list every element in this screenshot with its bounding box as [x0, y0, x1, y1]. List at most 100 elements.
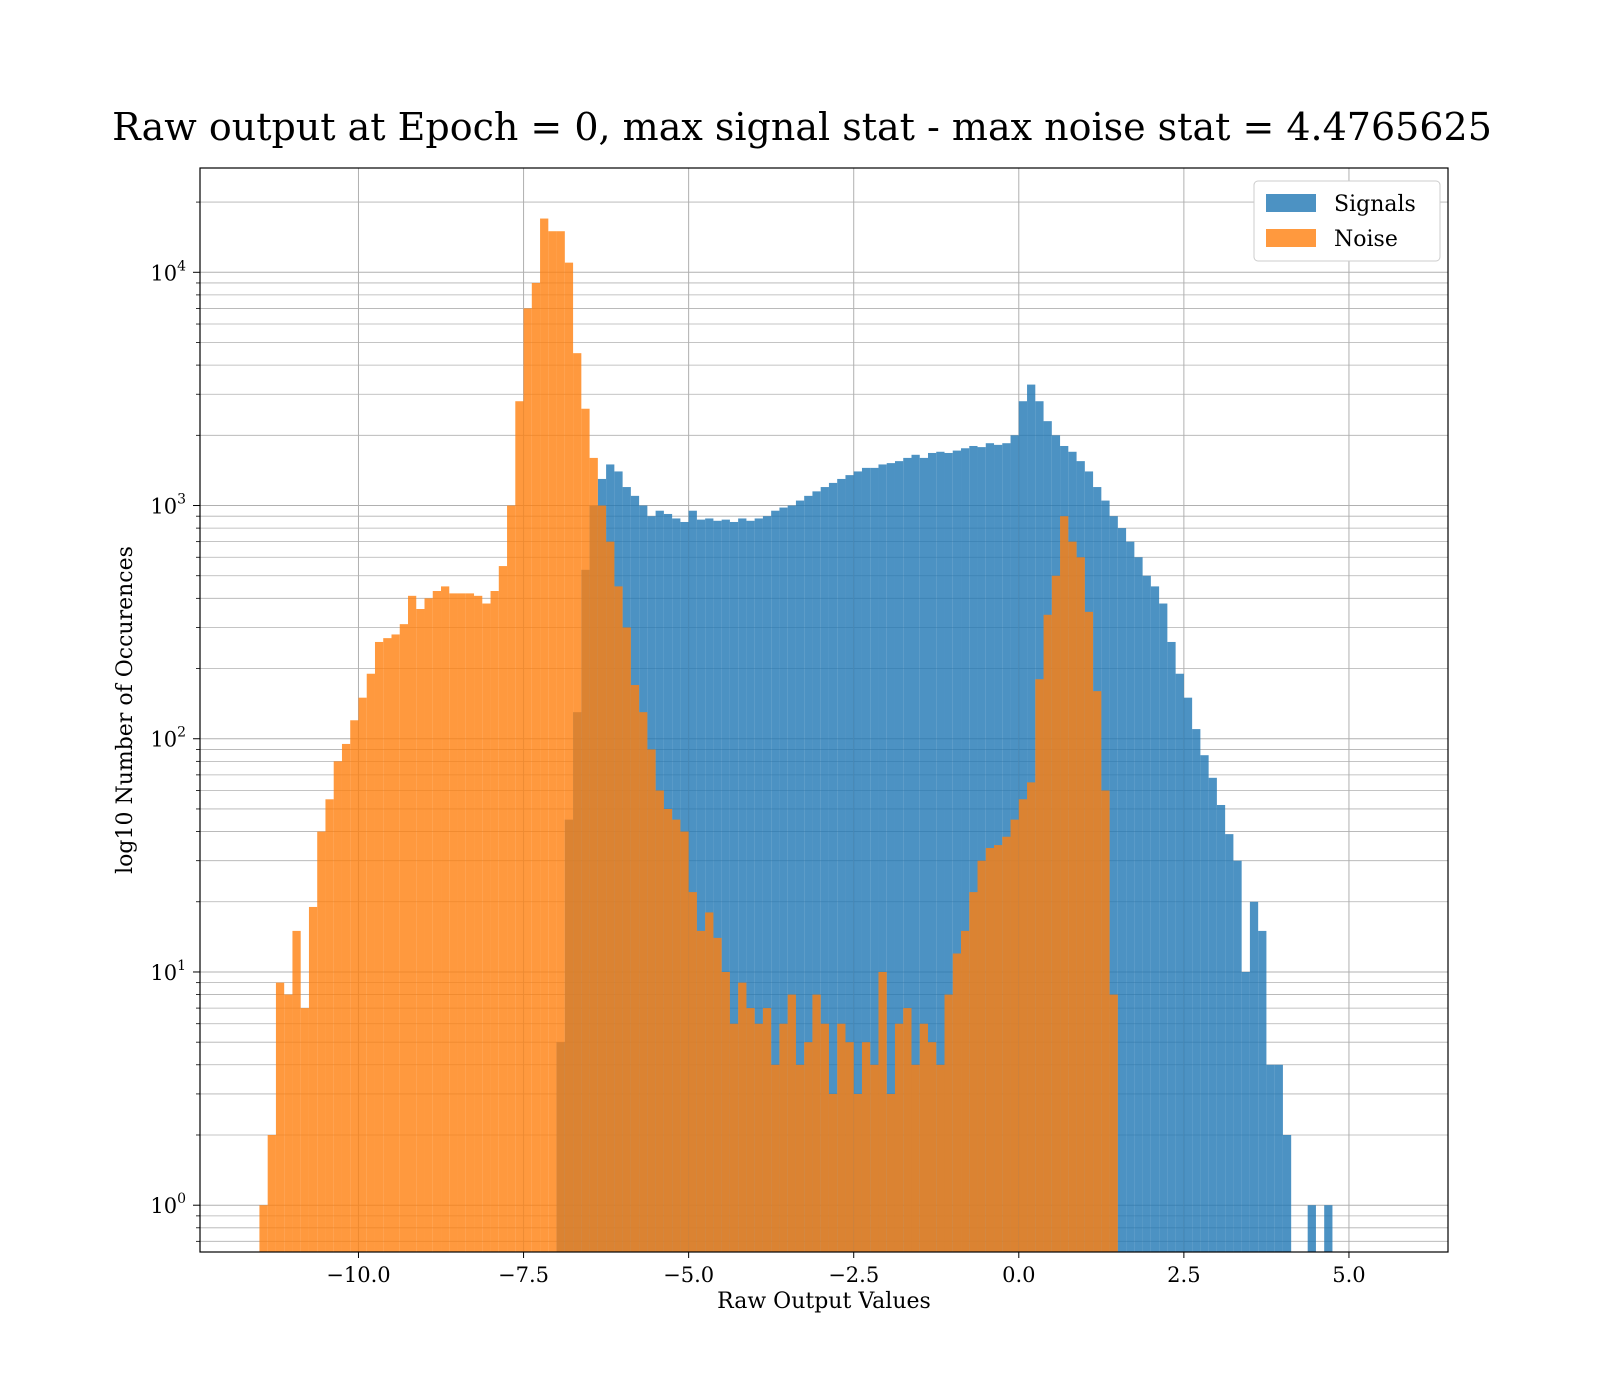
- noise-bar: [597, 505, 607, 1252]
- noise-bar: [1010, 819, 1019, 1252]
- noise-bar: [308, 906, 318, 1252]
- noise-bar: [738, 982, 747, 1252]
- noise-bar: [449, 593, 458, 1252]
- noise-bar: [721, 971, 730, 1252]
- noise-bar: [457, 593, 466, 1252]
- noise-bar: [713, 937, 722, 1252]
- noise-bar: [672, 819, 681, 1252]
- noise-bar: [548, 231, 557, 1253]
- noise-bar: [804, 1042, 813, 1252]
- signals-bar: [771, 510, 780, 1252]
- signals-bar: [754, 518, 763, 1252]
- noise-bar: [647, 749, 656, 1252]
- noise-bar: [952, 953, 962, 1252]
- x-tick-label: −7.5: [498, 1263, 549, 1287]
- noise-bar: [911, 1064, 920, 1252]
- noise-bar: [1068, 541, 1077, 1252]
- noise-bar: [317, 831, 326, 1252]
- signals-bar: [1266, 1064, 1275, 1252]
- noise-bar: [1101, 790, 1110, 1252]
- noise-bar: [515, 401, 524, 1252]
- noise-bar: [861, 1042, 871, 1252]
- noise-bar: [614, 586, 623, 1252]
- signals-bar: [944, 452, 953, 1253]
- signals-bar: [845, 475, 854, 1252]
- noise-bar: [383, 638, 392, 1252]
- noise-bar: [267, 1134, 276, 1252]
- signals-bar: [886, 463, 895, 1252]
- noise-bar: [928, 1042, 937, 1252]
- plot-frame: [199, 167, 1449, 1253]
- signals-bar: [853, 471, 862, 1253]
- signals-bar: [911, 454, 920, 1252]
- noise-bar: [845, 1042, 854, 1252]
- noise-bar: [696, 930, 706, 1252]
- noise-bar: [416, 609, 425, 1252]
- noise-bar: [581, 408, 590, 1252]
- noise-bar: [919, 1023, 928, 1252]
- signals-bar: [1282, 1134, 1292, 1252]
- signals-bar: [1258, 930, 1267, 1252]
- signals-bar: [721, 519, 730, 1252]
- noise-bar: [729, 1023, 739, 1252]
- noise-bar: [762, 1008, 772, 1252]
- noise-bar: [556, 231, 565, 1253]
- signals-bar: [705, 518, 714, 1252]
- noise-bar: [259, 1205, 268, 1252]
- signals-bar: [977, 447, 986, 1252]
- noise-bar: [482, 603, 491, 1252]
- noise-bar: [936, 1064, 945, 1252]
- legend[interactable]: Signals Noise: [1253, 180, 1441, 262]
- y-axis-label: log10 Number of Occurences: [113, 546, 138, 874]
- signals-bar: [1249, 901, 1259, 1252]
- x-tick-label: −2.5: [828, 1263, 879, 1287]
- signals-bar: [1324, 1205, 1333, 1252]
- signals-bar: [903, 457, 912, 1252]
- noise-bar: [977, 860, 986, 1252]
- y-tick-label: 103: [150, 492, 186, 519]
- signals-bar: [1200, 755, 1209, 1252]
- signals-bar: [1208, 777, 1217, 1252]
- y-tick-label: 104: [150, 258, 186, 285]
- signals-bar: [1159, 603, 1168, 1252]
- signals-bar: [861, 467, 871, 1252]
- noise-bar: [1076, 557, 1085, 1252]
- noise-bar: [366, 673, 375, 1252]
- noise-bar: [408, 595, 417, 1252]
- signals-bar: [1225, 834, 1234, 1252]
- noise-bar: [441, 586, 450, 1252]
- noise-bar: [622, 627, 631, 1252]
- signals-bar: [779, 507, 788, 1252]
- noise-bar: [573, 353, 582, 1252]
- noise-bar: [490, 591, 499, 1252]
- noise-bar: [391, 634, 400, 1252]
- y-tick-label: 102: [150, 725, 186, 752]
- signals-bar: [1183, 697, 1193, 1252]
- y-tick-label: 100: [150, 1191, 186, 1218]
- x-tick-label: 5.0: [1332, 1263, 1365, 1287]
- noise-bar: [828, 1093, 838, 1252]
- noise-bar: [837, 1023, 846, 1252]
- noise-bar: [655, 790, 664, 1252]
- noise-bars: [259, 218, 1118, 1253]
- signals-bar: [1175, 673, 1184, 1252]
- signals-bar: [746, 520, 755, 1252]
- signals-bar: [804, 495, 813, 1252]
- noise-bar: [1043, 614, 1052, 1252]
- noise-bar: [630, 684, 640, 1252]
- noise-bar: [754, 1023, 763, 1252]
- noise-bar: [994, 845, 1003, 1252]
- signals-bar: [928, 452, 937, 1253]
- y-tick-label: 101: [150, 958, 186, 985]
- signals-bar: [936, 451, 945, 1252]
- x-tick-label: −5.0: [663, 1263, 714, 1287]
- noise-bar: [680, 831, 689, 1252]
- signals-bar: [713, 520, 722, 1252]
- noise-bar: [779, 1023, 788, 1252]
- legend-label-signals: Signals: [1334, 192, 1416, 217]
- noise-bar: [894, 1023, 904, 1252]
- noise-bar: [886, 1093, 895, 1252]
- noise-bar: [589, 457, 598, 1252]
- legend-swatch-signals: [1266, 194, 1316, 212]
